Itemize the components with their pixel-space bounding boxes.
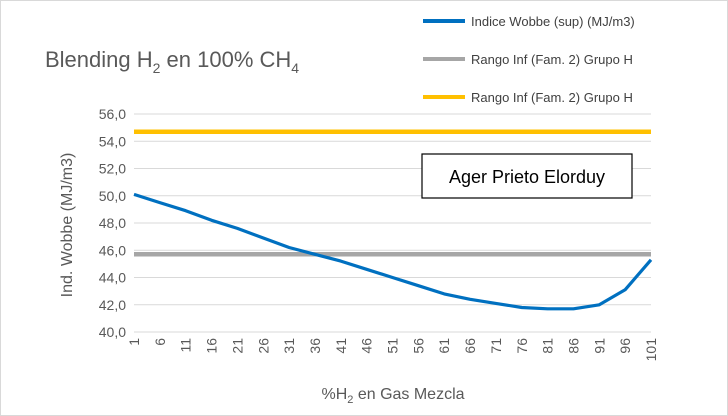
legend-item-wobbe: Indice Wobbe (sup) (MJ/m3) (423, 14, 635, 29)
y-tick-label: 40,0 (99, 324, 126, 340)
y-tick-label: 50,0 (99, 188, 126, 204)
gridlines (134, 113, 651, 333)
x-tick-label: 46 (359, 338, 375, 354)
x-tick-label: 81 (540, 338, 556, 354)
x-tick-label: 1 (126, 338, 142, 346)
x-axis-title-subscript: 2 (347, 394, 353, 406)
series-line-wobbe (133, 192, 653, 311)
x-tick-label: 96 (617, 338, 633, 354)
x-axis-title: %H2 en Gas Mezcla (321, 386, 464, 406)
y-axis-title: Ind. Wobbe (MJ/m3) (59, 153, 76, 298)
series-lines (133, 129, 653, 311)
x-tick-label: 91 (591, 338, 607, 354)
x-tick-label: 56 (410, 338, 426, 354)
x-axis-title-part: en Gas Mezcla (353, 386, 464, 403)
x-tick-label: 66 (462, 338, 478, 354)
x-tick-label: 16 (204, 338, 220, 354)
y-tick-label: 44,0 (99, 270, 126, 286)
legend: Indice Wobbe (sup) (MJ/m3) Rango Inf (Fa… (423, 14, 635, 105)
y-axis-ticks: 40,0 42,0 44,0 46,0 48,0 50,0 52,0 54,0 56,0 (99, 106, 126, 340)
y-tick-label: 46,0 (99, 242, 126, 258)
annotation-border (421, 153, 633, 199)
x-tick-label: 6 (152, 338, 168, 346)
chart-title-subscript: 4 (291, 60, 299, 76)
chart-title-subscript: 2 (153, 60, 161, 76)
x-tick-label: 61 (436, 338, 452, 354)
x-tick-label: 36 (307, 338, 323, 354)
x-tick-label: 86 (565, 338, 581, 354)
y-tick-label: 54,0 (99, 133, 126, 149)
x-tick-label: 26 (255, 338, 271, 354)
x-axis-title-part: %H (321, 386, 347, 403)
x-tick-label: 31 (281, 338, 297, 354)
x-tick-label: 41 (333, 338, 349, 354)
legend-label-range-gray: Rango Inf (Fam. 2) Grupo H (471, 52, 633, 67)
x-tick-label: 11 (178, 338, 194, 353)
x-tick-label: 51 (385, 338, 401, 354)
x-tick-label: 76 (514, 338, 530, 354)
legend-label-wobbe: Indice Wobbe (sup) (MJ/m3) (471, 14, 635, 29)
x-axis-ticks: 1 6 11 16 21 26 31 36 41 46 51 56 61 66 71 76 81 86 91 96 10… (126, 338, 659, 362)
legend-item-range-gray: Rango Inf (Fam. 2) Grupo H (423, 52, 633, 67)
legend-item-range-yellow: Rango Inf (Fam. 2) Grupo H (423, 90, 633, 105)
x-tick-label: 101 (643, 338, 659, 362)
chart-title-part: en 100% CH (160, 47, 291, 72)
x-tick-label: 71 (488, 338, 504, 354)
y-tick-label: 56,0 (99, 106, 126, 122)
x-tick-label: 21 (229, 338, 245, 354)
annotation-box: Ager Prieto Elorduy (421, 153, 633, 199)
y-tick-label: 48,0 (99, 215, 126, 231)
y-tick-label: 52,0 (99, 161, 126, 177)
y-tick-label: 42,0 (99, 297, 126, 313)
chart-title-part: Blending H (45, 47, 153, 72)
chart-title: Blending H2 en 100% CH4 (45, 47, 299, 76)
legend-label-range-yellow: Rango Inf (Fam. 2) Grupo H (471, 90, 633, 105)
annotation-text: Ager Prieto Elorduy (449, 167, 605, 187)
